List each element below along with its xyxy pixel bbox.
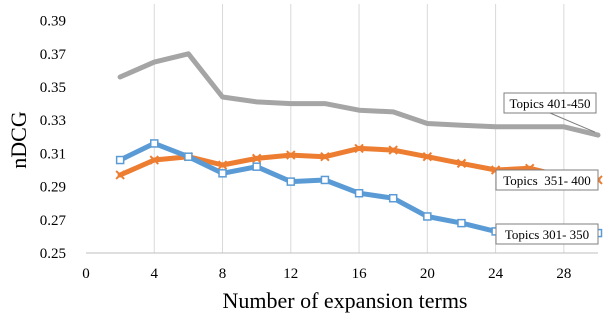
data-point [286,150,296,160]
y-tick-label: 0.37 [40,47,67,63]
data-point [320,152,330,162]
data-point [422,152,433,162]
data-point [149,155,159,165]
data-point [456,158,467,169]
callout-2: Topics 351- 400 [495,169,599,191]
callout-3: Topics 301- 350 [495,223,599,245]
callout-leader [549,112,596,133]
y-axis-title: nDCG [6,111,31,169]
data-point [251,153,262,164]
y-tick-label: 0.31 [40,146,66,162]
data-point [388,193,398,203]
data-point [320,175,330,185]
x-tick-label: 12 [283,266,298,282]
series-label: Topics 401-450 [509,96,590,111]
x-tick-labels: 0 4 8 12 16 20 24 28 [82,266,571,282]
callout-box [495,223,599,245]
x-tick-label: 20 [420,266,435,282]
y-tick-label: 0.25 [40,246,66,262]
data-point [388,145,398,155]
x-tick-label: 4 [151,266,159,282]
data-point [252,162,261,171]
x-tick-label: 8 [219,266,227,282]
callout-1: Topics 401-450 [503,92,597,133]
data-point [218,169,227,178]
y-tick-label: 0.33 [40,113,66,129]
data-point [150,139,159,148]
data-point [115,170,125,180]
data-point [354,143,364,154]
y-tick-label: 0.39 [40,14,66,30]
x-axis-title: Number of expansion terms [223,288,468,313]
data-point [115,155,125,165]
series-1 [117,51,601,138]
y-tick-label: 0.27 [40,213,67,229]
series-line [117,51,601,138]
y-tick-label: 0.29 [40,180,66,196]
data-point [286,177,296,186]
callout-box [503,92,597,114]
x-tick-label: 24 [488,266,504,282]
data-point [217,160,228,170]
x-tick-label: 16 [352,266,368,282]
data-point [184,152,193,161]
x-tick-label: 0 [82,266,90,282]
data-point [354,188,364,198]
callout-box [495,169,599,191]
y-tick-label: 0.35 [40,80,66,96]
series-label: Topics 351- 400 [503,173,591,188]
data-point [423,212,432,221]
series-callouts: Topics 401-450 Topics 351- 400 Topics 301-… [495,92,599,245]
series-label: Topics 301- 350 [505,227,589,242]
data-point [457,218,466,228]
x-tick-label: 28 [556,266,571,282]
y-tick-labels: 0.25 0.27 0.29 0.31 0.33 0.35 0.37 0.39 [40,14,67,262]
